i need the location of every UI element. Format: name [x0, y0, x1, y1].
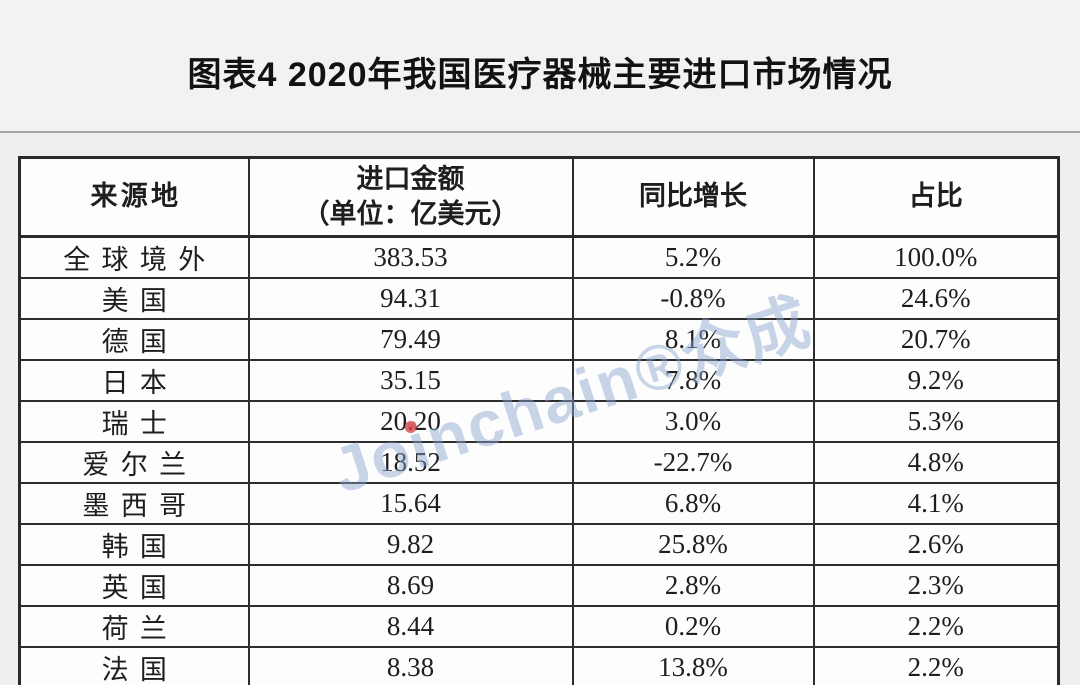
cell-origin: 墨西哥 [18, 482, 250, 525]
cell-yoy: 5.2% [571, 235, 815, 279]
cell-origin: 韩国 [18, 523, 250, 566]
cell-origin: 荷兰 [18, 605, 250, 648]
table-row: 瑞士 20.20 3.0% 5.3% [18, 400, 1060, 443]
col-header-yoy: 同比增长 [571, 156, 815, 238]
col-header-amount: 进口金额 （单位：亿美元） [247, 156, 574, 238]
cell-yoy: 2.8% [571, 564, 815, 607]
cell-amount: 8.69 [247, 564, 574, 607]
cell-share: 2.6% [812, 523, 1060, 566]
cell-share: 5.3% [812, 400, 1060, 443]
import-market-table: 来源地 进口金额 （单位：亿美元） 同比增长 占比 全球境外 383.53 5.… [18, 156, 1060, 685]
cell-share: 9.2% [812, 359, 1060, 402]
cell-yoy: 25.8% [571, 523, 815, 566]
cell-yoy: 3.0% [571, 400, 815, 443]
cell-share: 20.7% [812, 318, 1060, 361]
col-header-amount-label: 进口金额 [356, 163, 465, 194]
cell-amount: 8.38 [247, 646, 574, 685]
cell-origin: 日本 [18, 359, 250, 402]
cell-yoy: 7.8% [571, 359, 815, 402]
header-row: 来源地 进口金额 （单位：亿美元） 同比增长 占比 [18, 156, 1060, 238]
cell-yoy: 13.8% [571, 646, 815, 685]
table-row: 韩国 9.82 25.8% 2.6% [18, 523, 1060, 566]
table-row: 法国 8.38 13.8% 2.2% [18, 646, 1060, 685]
cell-yoy: 6.8% [571, 482, 815, 525]
cell-origin: 全球境外 [18, 235, 250, 279]
cell-origin: 瑞士 [18, 400, 250, 443]
table-row: 荷兰 8.44 0.2% 2.2% [18, 605, 1060, 648]
cell-origin: 爱尔兰 [18, 441, 250, 484]
table-row: 英国 8.69 2.8% 2.3% [18, 564, 1060, 607]
table-row: 爱尔兰 18.52 -22.7% 4.8% [18, 441, 1060, 484]
cell-share: 4.1% [812, 482, 1060, 525]
cell-yoy: 8.1% [571, 318, 815, 361]
cell-amount: 383.53 [247, 235, 574, 279]
table-row: 墨西哥 15.64 6.8% 4.1% [18, 482, 1060, 525]
table-row: 全球境外 383.53 5.2% 100.0% [18, 235, 1060, 279]
table-header: 来源地 进口金额 （单位：亿美元） 同比增长 占比 [18, 156, 1060, 238]
cell-yoy: -22.7% [571, 441, 815, 484]
cell-yoy: 0.2% [571, 605, 815, 648]
col-header-share: 占比 [812, 156, 1060, 238]
table-row: 德国 79.49 8.1% 20.7% [18, 318, 1060, 361]
cell-amount: 35.15 [247, 359, 574, 402]
col-header-origin: 来源地 [18, 156, 250, 238]
cell-share: 100.0% [812, 235, 1060, 279]
cell-origin: 法国 [18, 646, 250, 685]
cell-share: 2.3% [812, 564, 1060, 607]
cell-amount: 20.20 [247, 400, 574, 443]
cell-origin: 英国 [18, 564, 250, 607]
cell-amount: 18.52 [247, 441, 574, 484]
table-area: 来源地 进口金额 （单位：亿美元） 同比增长 占比 全球境外 383.53 5.… [18, 156, 1060, 685]
figure-title-bar: 图表4 2020年我国医疗器械主要进口市场情况 [0, 0, 1080, 133]
cell-amount: 8.44 [247, 605, 574, 648]
table-body: 全球境外 383.53 5.2% 100.0% 美国 94.31 -0.8% 2… [18, 235, 1060, 685]
table-row: 日本 35.15 7.8% 9.2% [18, 359, 1060, 402]
cell-share: 2.2% [812, 646, 1060, 685]
cell-amount: 9.82 [247, 523, 574, 566]
cell-share: 2.2% [812, 605, 1060, 648]
cell-amount: 15.64 [247, 482, 574, 525]
table-row: 美国 94.31 -0.8% 24.6% [18, 277, 1060, 320]
cell-share: 4.8% [812, 441, 1060, 484]
cell-yoy: -0.8% [571, 277, 815, 320]
col-header-amount-unit: （单位：亿美元） [302, 199, 519, 229]
cell-origin: 德国 [18, 318, 250, 361]
cell-amount: 94.31 [247, 277, 574, 320]
cell-origin: 美国 [18, 277, 250, 320]
figure-title: 图表4 2020年我国医疗器械主要进口市场情况 [187, 56, 893, 94]
cell-amount: 79.49 [247, 318, 574, 361]
cell-share: 24.6% [812, 277, 1060, 320]
